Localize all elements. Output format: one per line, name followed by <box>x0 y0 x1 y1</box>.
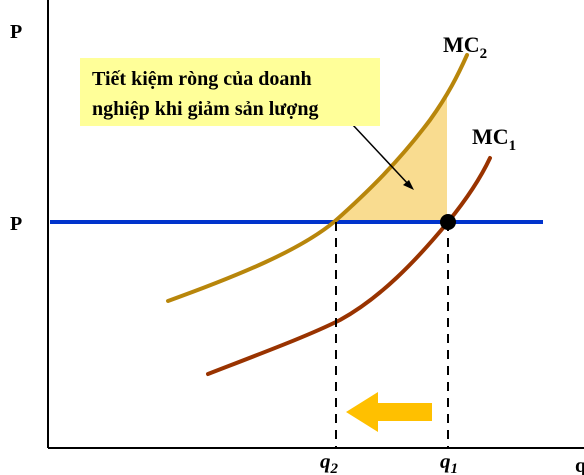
x-axis-label: q <box>575 455 584 475</box>
q2-label: q2 <box>320 449 339 475</box>
q1-label: q1 <box>440 449 458 475</box>
price-label: P <box>10 213 22 235</box>
y-axis-label: P <box>10 21 22 43</box>
mc1-label: MC1 <box>472 124 516 154</box>
annotation-pointer-head <box>403 180 414 190</box>
annotation-line-2: nghiệp khi giảm sản lượng <box>92 98 319 120</box>
mc1-curve <box>206 156 492 376</box>
mc2-curve <box>166 53 469 303</box>
mc2-label: MC2 <box>443 32 487 62</box>
left-arrow-icon <box>346 392 432 432</box>
net-savings-area <box>334 93 447 222</box>
annotation-pointer <box>351 123 411 187</box>
annotation-box: Tiết kiệm ròng của doanh nghiệp khi giảm… <box>80 58 380 126</box>
dot-icon <box>440 214 456 230</box>
annotation-line-1: Tiết kiệm ròng của doanh <box>92 68 312 90</box>
